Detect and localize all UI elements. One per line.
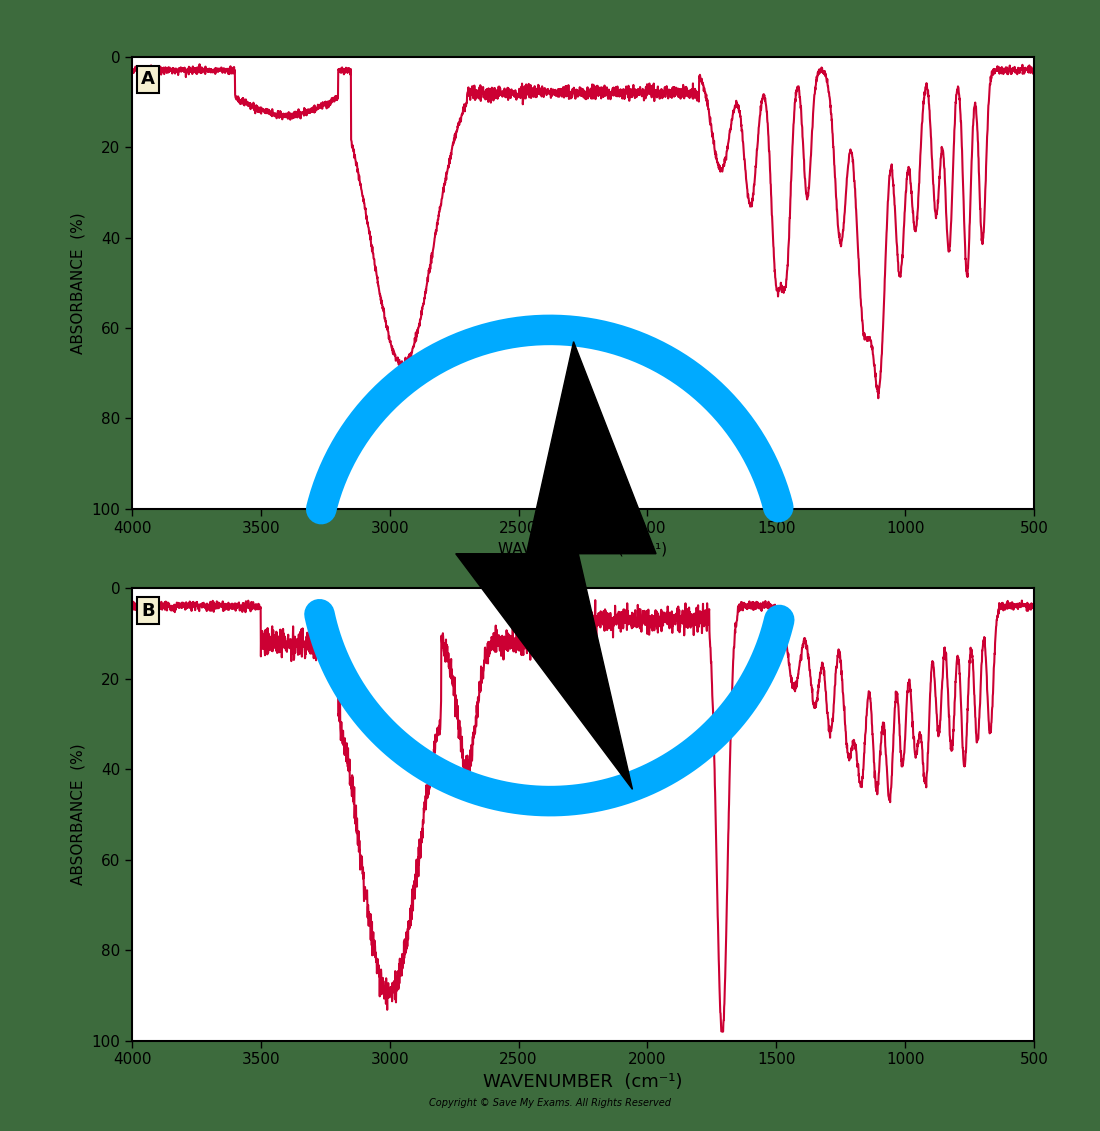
X-axis label: WAVENUMBER  (cm⁻¹): WAVENUMBER (cm⁻¹) xyxy=(498,542,668,556)
Text: B: B xyxy=(141,602,155,620)
Polygon shape xyxy=(455,342,656,789)
Y-axis label: ABSORBANCE  (%): ABSORBANCE (%) xyxy=(70,743,86,886)
X-axis label: WAVENUMBER  (cm⁻¹): WAVENUMBER (cm⁻¹) xyxy=(483,1073,683,1091)
Text: Copyright © Save My Exams. All Rights Reserved: Copyright © Save My Exams. All Rights Re… xyxy=(429,1098,671,1107)
Text: A: A xyxy=(141,70,155,88)
Y-axis label: ABSORBANCE  (%): ABSORBANCE (%) xyxy=(70,211,86,354)
